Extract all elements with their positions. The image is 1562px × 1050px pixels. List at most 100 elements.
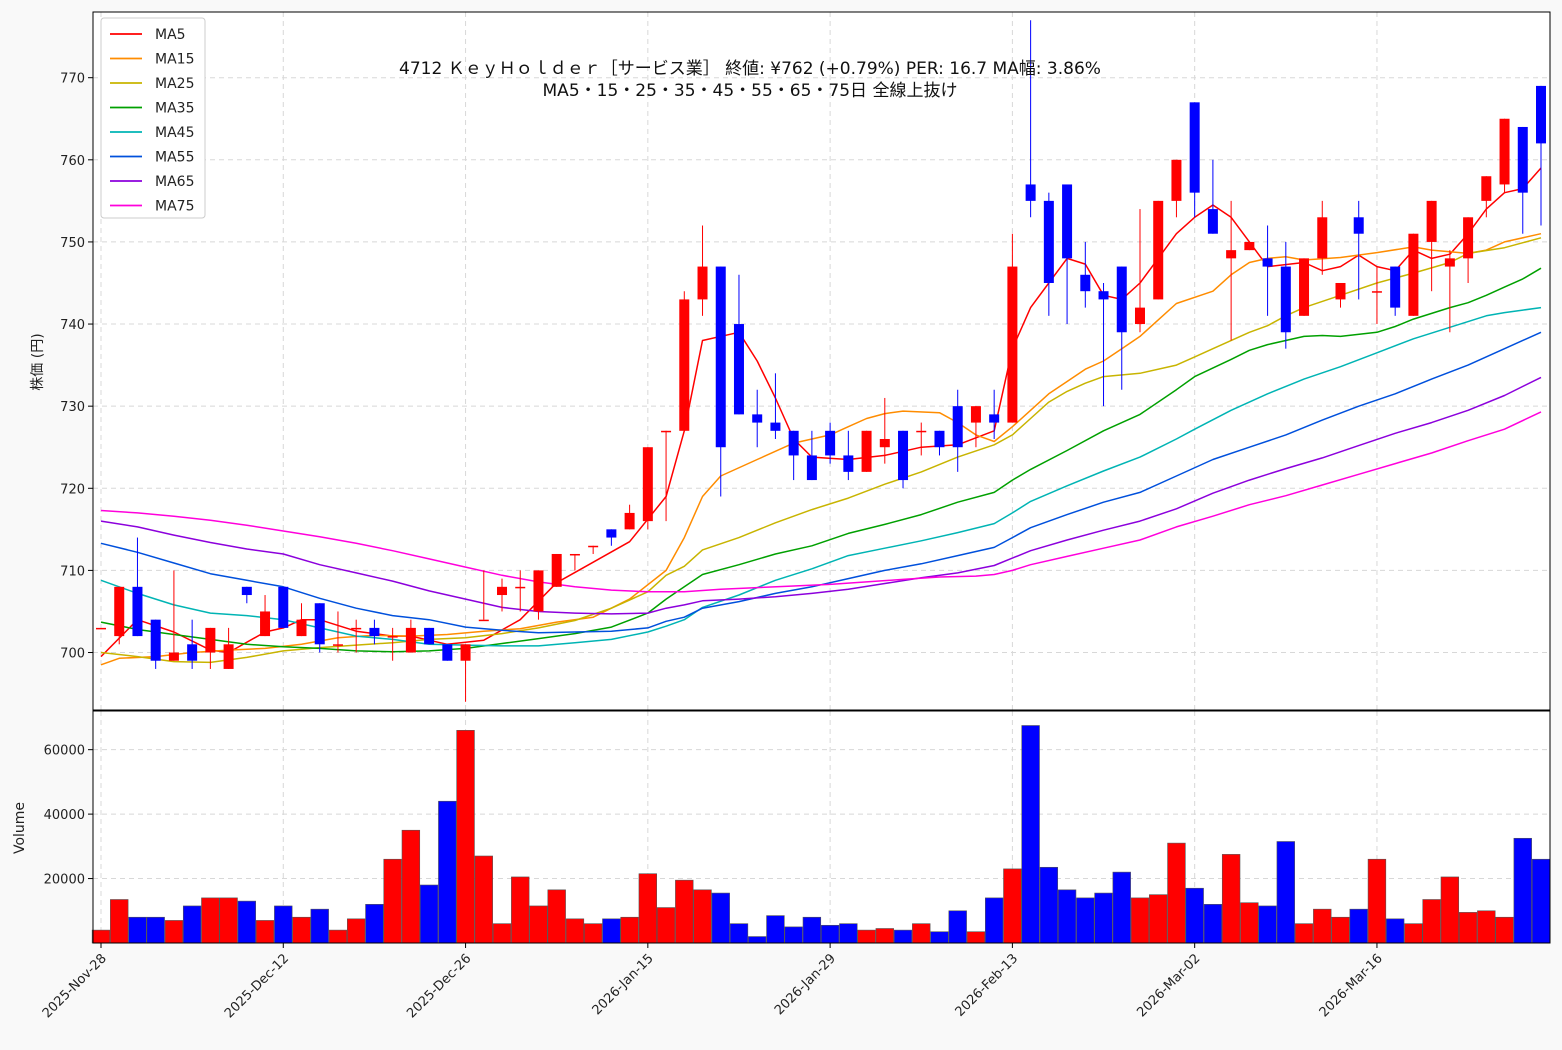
candle-body <box>1299 258 1310 316</box>
candle-body <box>697 266 708 300</box>
ma-line-ma65 <box>100 376 1542 615</box>
candle-body <box>879 439 890 448</box>
price-y-axis-label: 株価 (円) <box>30 333 46 390</box>
candle-body <box>314 603 325 645</box>
candle-body <box>1317 217 1328 259</box>
legend: MA5 MA15 MA25 MA35 MA45 MA55 MA65 MA75 <box>100 17 206 219</box>
volume-bar <box>1331 916 1350 944</box>
candle-body <box>861 430 872 472</box>
volume-plot-area <box>93 711 1550 943</box>
volume-bar <box>583 923 603 944</box>
volume-bar <box>1513 837 1532 944</box>
candle-body <box>770 422 781 431</box>
volume-bar <box>1203 904 1223 944</box>
volume-bar <box>893 929 913 944</box>
candle-body <box>733 324 744 415</box>
price-y-axis: 700 710 720 730 740 750 760 770 <box>60 72 93 662</box>
candle-body <box>478 619 489 622</box>
candle-body <box>825 430 836 456</box>
candle-body <box>1134 307 1145 325</box>
candle-body <box>1335 282 1346 300</box>
candle-body <box>1499 118 1510 185</box>
volume-frame-border <box>92 710 1551 944</box>
volume-bar <box>1276 841 1295 944</box>
volume-bar <box>1294 923 1314 944</box>
volume-bar <box>128 916 147 944</box>
candle-body <box>1007 266 1018 423</box>
volume-y-axis: 20000 40000 60000 <box>44 744 93 888</box>
volume-bar <box>438 800 457 944</box>
price-panel: 700 710 720 730 740 750 760 770 <box>60 11 1551 711</box>
candle-body <box>497 586 508 596</box>
volume-bar <box>656 907 676 944</box>
volume-bar <box>1386 918 1405 944</box>
candle-body <box>1353 217 1364 234</box>
candle-body <box>1043 200 1054 283</box>
price-plot-area <box>93 12 1550 710</box>
volume-bar <box>966 931 986 944</box>
volume-bar <box>347 918 366 944</box>
candle-body <box>1371 291 1382 293</box>
volume-bar <box>1094 892 1113 944</box>
volume-bars <box>91 725 1551 944</box>
volume-bar <box>565 918 585 944</box>
volume-bar <box>456 730 475 944</box>
volume-bar <box>1167 842 1186 944</box>
candle-body <box>1153 200 1164 300</box>
price-y-tick-label: 710 <box>60 564 85 579</box>
volume-bar <box>1531 858 1551 944</box>
candle-body <box>515 586 526 589</box>
candle-body <box>223 644 234 669</box>
volume-bar <box>1240 902 1259 944</box>
candle-body <box>916 430 927 433</box>
volume-y-tick-label: 40000 <box>44 808 85 823</box>
volume-bar <box>547 889 566 944</box>
candle-body <box>989 414 1000 423</box>
price-y-tick-label: 760 <box>60 154 85 169</box>
legend-label: MA55 <box>155 150 194 166</box>
volume-bar <box>1076 897 1095 944</box>
candle-body <box>624 512 635 530</box>
candle-body <box>898 430 909 481</box>
price-y-tick-label: 750 <box>60 236 85 251</box>
volume-bar <box>182 905 202 944</box>
candle-body <box>843 455 854 472</box>
volume-bar <box>474 855 493 944</box>
legend-label: MA65 <box>155 174 194 190</box>
volume-bar <box>401 829 421 944</box>
volume-bar <box>912 923 931 944</box>
volume-bar <box>529 905 548 944</box>
price-y-tick-label: 730 <box>60 400 85 415</box>
candle-body <box>296 619 307 637</box>
candle-body <box>1536 85 1546 144</box>
legend-box <box>100 17 206 219</box>
chart-title: 4712 ＫｅｙＨｏｌｄｅｒ［サービス業］ 終値: ¥762 (+0.79%) … <box>399 59 1101 79</box>
candle-body <box>114 586 125 637</box>
legend-label: MA5 <box>155 27 186 43</box>
volume-bar <box>365 904 384 944</box>
volume-bar <box>1422 899 1441 944</box>
candle-body <box>1262 258 1273 267</box>
volume-bar <box>766 915 785 944</box>
candle-body <box>1463 217 1474 259</box>
volume-bar <box>784 926 803 944</box>
candle-body <box>332 644 343 646</box>
candle-body <box>1517 126 1528 193</box>
candle-body <box>387 636 398 638</box>
candle-body <box>752 414 763 423</box>
price-y-tick-label: 720 <box>60 482 85 497</box>
candle-body <box>679 299 690 431</box>
volume-bar <box>748 936 767 944</box>
candle-body <box>241 586 252 596</box>
volume-bar <box>91 929 111 944</box>
volume-bar <box>1039 866 1059 944</box>
volume-bar <box>419 884 439 944</box>
volume-bar <box>1185 887 1204 944</box>
candle-body <box>168 652 179 661</box>
volume-bar <box>1021 725 1040 944</box>
candle-body <box>1171 159 1182 201</box>
legend-label: MA35 <box>155 101 194 117</box>
volume-bar <box>492 923 512 944</box>
candle-body <box>442 644 453 661</box>
volume-bar <box>310 908 329 944</box>
